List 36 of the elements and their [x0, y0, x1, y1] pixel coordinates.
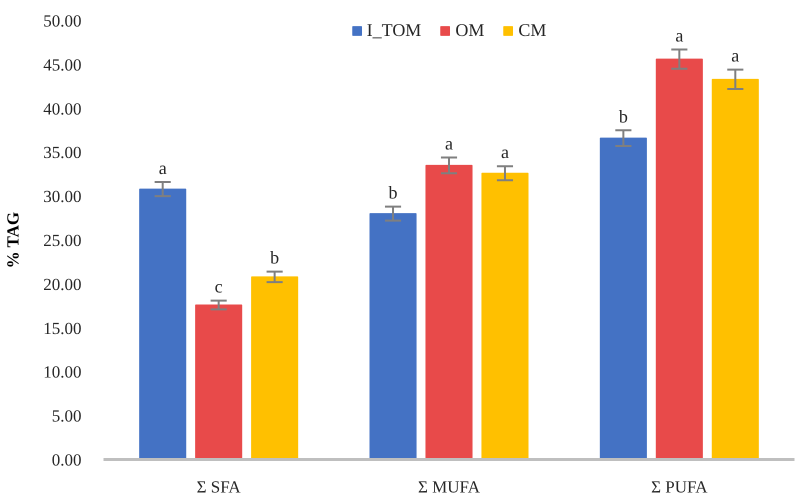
y-tick-label: 25.00 — [43, 231, 82, 250]
x-tick-label: Σ PUFA — [651, 478, 708, 496]
legend-label: I_TOM — [366, 20, 422, 41]
bar — [481, 172, 529, 460]
data-label: a — [500, 142, 509, 162]
y-tick-label: 45.00 — [43, 55, 82, 74]
bar — [139, 188, 186, 460]
y-tick-label: 30.00 — [43, 187, 82, 206]
legend-label: CM — [518, 20, 546, 41]
y-tick-label: 5.00 — [52, 406, 82, 426]
y-tick-label: 35.00 — [43, 143, 82, 162]
bar — [195, 304, 242, 460]
legend-label: OM — [455, 20, 484, 41]
data-label: a — [675, 25, 684, 46]
y-tick-label: 50.00 — [43, 12, 82, 30]
data-label: a — [445, 133, 454, 154]
data-label: c — [214, 276, 223, 297]
bar — [251, 276, 298, 460]
y-tick-label: 20.00 — [43, 274, 82, 294]
x-tick-label: Σ SFA — [196, 478, 242, 496]
data-label: b — [270, 248, 280, 268]
y-tick-label: 40.00 — [43, 99, 82, 118]
x-tick-label: Σ MUFA — [418, 478, 481, 496]
bar — [656, 58, 703, 460]
data-label: a — [158, 158, 167, 178]
y-tick-label: 10.00 — [43, 362, 82, 382]
bar — [425, 164, 473, 460]
bar — [369, 213, 417, 460]
data-label: a — [731, 46, 740, 66]
y-tick-label: 15.00 — [43, 318, 82, 338]
y-tick-label: 0.00 — [52, 450, 82, 470]
y-axis-title: % TAG — [3, 212, 22, 268]
data-label: b — [618, 106, 628, 126]
data-label: b — [388, 182, 398, 203]
bar — [600, 138, 647, 460]
bar — [712, 78, 759, 460]
